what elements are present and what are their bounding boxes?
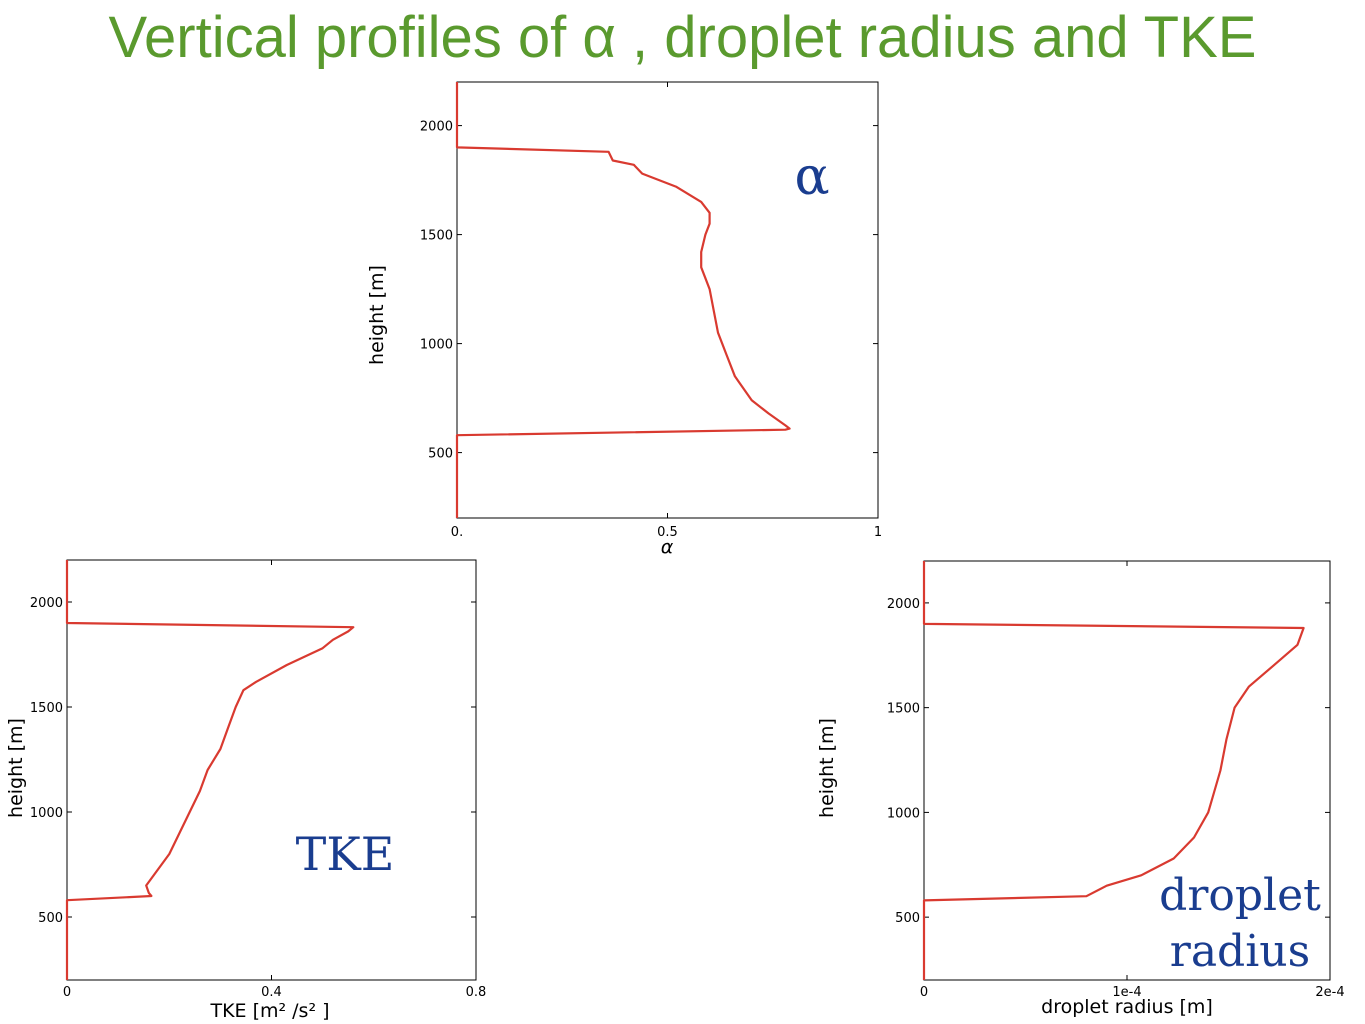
tke-xtick-label: 0 (63, 985, 71, 1000)
alpha-ytick-label: 500 (428, 447, 453, 462)
tke-profile-line (65, 560, 355, 980)
alpha-ytick-label: 1500 (420, 229, 453, 244)
droplet-ytick-label: 2000 (887, 597, 920, 612)
droplet-x-axis-title: droplet radius [m] (1041, 996, 1213, 1018)
alpha-xtick-label: 0. (451, 525, 463, 540)
alpha-y-axis-title: height [m] (366, 265, 388, 365)
droplet-annotation-label: radius (1170, 926, 1310, 977)
tke-ytick-label: 1000 (30, 806, 63, 821)
droplet-xtick-label: 1e-4 (1112, 985, 1141, 1000)
alpha-profile-line (455, 82, 791, 518)
tke-ytick-label: 500 (38, 911, 63, 926)
alpha-x-axis-title: α (661, 536, 674, 558)
droplet-y-axis-title: height [m] (816, 718, 838, 818)
tke-ytick-label: 2000 (30, 596, 63, 611)
tke-ytick-label: 1500 (30, 701, 63, 716)
droplet-ytick-label: 1000 (887, 806, 920, 821)
alpha-annotation-label: α (794, 147, 829, 207)
slide-title: Vertical profiles of α , droplet radius … (108, 5, 1257, 70)
tke-x-axis-title: TKE [m² /s² ] (209, 1000, 329, 1022)
alpha-ytick-label: 1000 (420, 338, 453, 353)
droplet-annotation-label: droplet (1159, 870, 1321, 921)
alpha-xtick-label: 1 (874, 525, 882, 540)
tke-xtick-label: 0.8 (466, 985, 487, 1000)
alpha-ytick-label: 2000 (420, 120, 453, 135)
droplet-ytick-label: 500 (895, 911, 920, 926)
droplet-xtick-label: 2e-4 (1315, 985, 1344, 1000)
droplet-ytick-label: 1500 (887, 702, 920, 717)
alpha-xtick-label: 0.5 (657, 525, 678, 540)
droplet-xtick-label: 0 (920, 985, 928, 1000)
tke-xtick-label: 0.4 (261, 985, 282, 1000)
tke-y-axis-title: height [m] (5, 718, 27, 818)
droplet-profile-line (922, 561, 1305, 980)
tke-annotation-label: TKE (296, 827, 395, 881)
